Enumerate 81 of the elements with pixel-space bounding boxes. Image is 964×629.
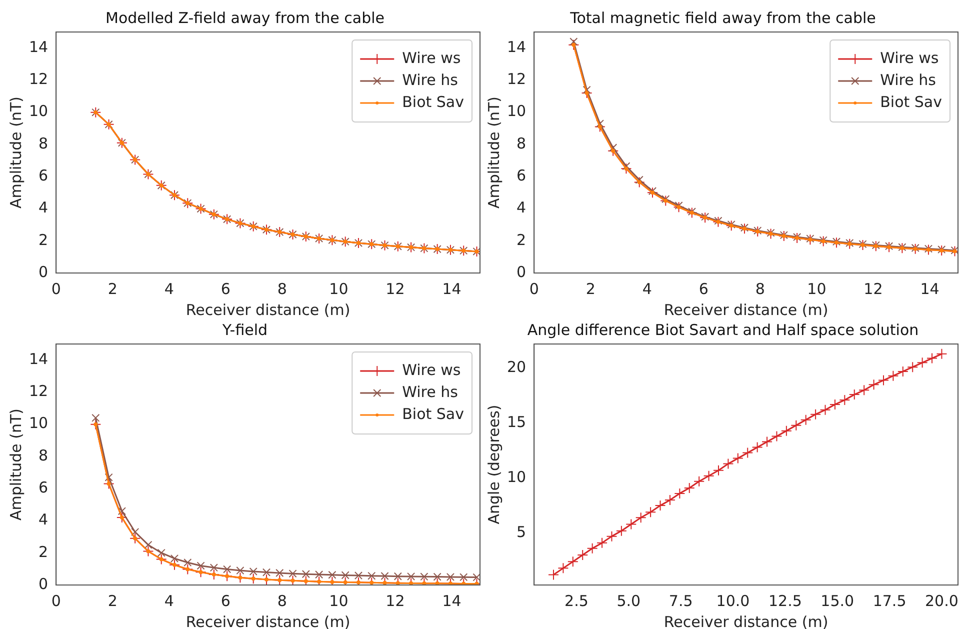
x-tick-label: 14	[442, 592, 462, 610]
y-tick-label: 0	[516, 262, 526, 281]
legend-label: Wire hs	[880, 70, 936, 89]
y-tick-label: 10	[28, 102, 48, 120]
x-tick-label: 8	[277, 592, 287, 610]
legend-label: Wire ws	[402, 360, 461, 379]
chart-title: Modelled Z-field away from the cable	[106, 8, 384, 27]
y-tick-label: 20	[506, 358, 526, 376]
x-tick-label: 12.5	[768, 592, 802, 610]
x-tick-label: 2.5	[564, 592, 588, 610]
y-axis-title: Amplitude (nT)	[6, 96, 25, 209]
x-tick-label: 4	[164, 592, 174, 610]
y-axis-title: Amplitude (nT)	[6, 408, 25, 521]
y-tick-label: 5	[516, 522, 526, 541]
legend-label: Wire hs	[402, 382, 458, 401]
x-tick-label: 7.5	[668, 592, 693, 610]
x-tick-label: 2	[108, 280, 118, 298]
x-tick-label: 12	[386, 592, 405, 610]
legend-label: Biot Sav	[402, 92, 464, 111]
y-tick-label: 0	[38, 574, 48, 593]
y-tick-label: 14	[28, 350, 48, 368]
x-tick-label: 12	[864, 280, 883, 298]
x-tick-label: 10	[329, 280, 348, 298]
y-tick-label: 6	[38, 166, 48, 184]
y-tick-label: 10	[506, 102, 526, 120]
x-tick-label: 6	[220, 280, 230, 298]
x-tick-label: 0	[51, 280, 61, 298]
y-tick-label: 0	[38, 262, 48, 281]
y-tick-label: 4	[516, 198, 526, 217]
y-tick-label: 10	[506, 468, 526, 486]
x-tick-label: 12	[386, 280, 405, 298]
x-tick-label: 6	[220, 592, 230, 610]
x-tick-label: 14	[920, 280, 940, 298]
x-axis-title: Receiver distance (m)	[186, 300, 350, 319]
y-tick-label: 8	[516, 134, 526, 152]
x-axis-title: Receiver distance (m)	[664, 612, 828, 629]
y-tick-label: 8	[38, 134, 48, 152]
y-tick-label: 14	[506, 38, 526, 56]
x-tick-label: 5.0	[616, 592, 641, 610]
y-tick-label: 14	[28, 38, 48, 56]
legend-label: Wire ws	[402, 48, 461, 67]
y-tick-label: 4	[38, 510, 48, 529]
legend-label: Wire hs	[402, 70, 458, 89]
y-tick-label: 6	[516, 166, 526, 184]
chart-title: Angle difference Biot Savart and Half space solution	[527, 320, 919, 339]
x-tick-label: 2	[586, 280, 596, 298]
y-tick-label: 12	[28, 382, 48, 400]
legend-label: Biot Sav	[402, 404, 464, 423]
x-tick-label: 4	[164, 280, 174, 298]
x-tick-label: 15.0	[820, 592, 854, 610]
x-tick-label: 20.0	[925, 592, 958, 610]
y-tick-label: 15	[506, 413, 526, 432]
y-axis-title: Angle (degrees)	[484, 404, 503, 524]
y-tick-label: 2	[38, 542, 48, 561]
x-axis-title: Receiver distance (m)	[664, 300, 828, 319]
y-tick-label: 4	[38, 198, 48, 217]
chart-title: Y-field	[221, 320, 268, 339]
y-tick-label: 2	[516, 230, 526, 249]
x-tick-label: 17.5	[872, 592, 906, 610]
x-axis-title: Receiver distance (m)	[186, 612, 350, 629]
x-tick-label: 10.0	[716, 592, 750, 610]
y-tick-label: 2	[38, 230, 48, 249]
legend-label: Biot Sav	[880, 92, 942, 111]
y-tick-label: 8	[38, 446, 48, 464]
x-tick-label: 10	[329, 592, 348, 610]
x-tick-label: 8	[755, 280, 765, 298]
y-tick-label: 10	[28, 414, 48, 432]
x-tick-label: 6	[698, 280, 708, 298]
x-tick-label: 0	[51, 592, 61, 610]
x-tick-label: 2	[108, 592, 118, 610]
legend-label: Wire ws	[880, 48, 939, 67]
y-tick-label: 12	[28, 70, 48, 88]
x-tick-label: 0	[529, 280, 539, 298]
chart-title: Total magnetic field away from the cable	[569, 8, 876, 27]
y-tick-label: 12	[506, 70, 526, 88]
x-tick-label: 14	[442, 280, 462, 298]
x-tick-label: 8	[277, 280, 287, 298]
x-tick-label: 4	[642, 280, 652, 298]
x-tick-label: 10	[807, 280, 826, 298]
y-tick-label: 6	[38, 478, 48, 496]
y-axis-title: Amplitude (nT)	[484, 96, 503, 209]
